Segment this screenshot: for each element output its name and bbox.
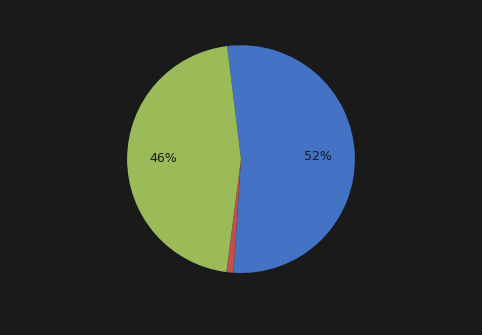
Wedge shape	[127, 46, 241, 272]
Text: 46%: 46%	[150, 152, 177, 165]
Text: 2%: 2%	[231, 295, 251, 308]
Text: 52%: 52%	[305, 150, 333, 163]
Wedge shape	[227, 159, 241, 273]
Wedge shape	[227, 45, 355, 273]
